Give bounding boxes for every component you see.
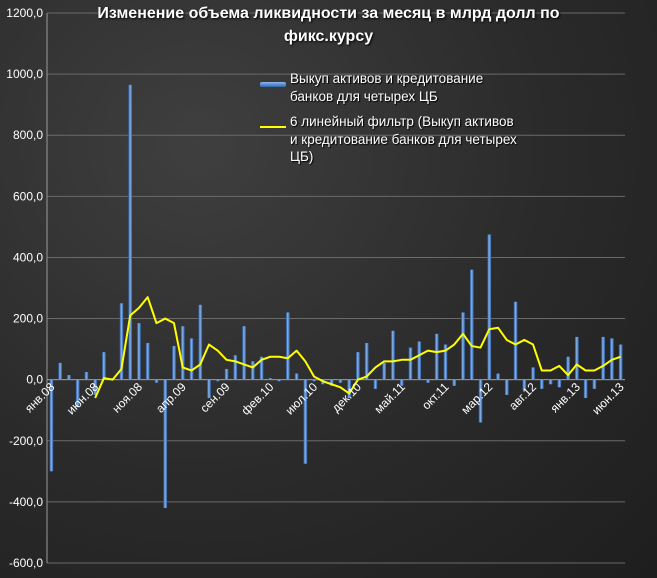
bar: [566, 356, 570, 380]
bar: [592, 379, 597, 389]
y-tick-label: -400,0: [9, 495, 43, 509]
y-tick-label: 1000,0: [6, 67, 43, 81]
legend-label-bars: Выкуп активов и кредитование банков для …: [290, 71, 484, 104]
x-tick-label: окт.11: [419, 380, 452, 413]
bar: [478, 379, 483, 423]
bar: [417, 341, 422, 380]
series-line: [94, 296, 621, 399]
bar: [356, 352, 360, 380]
bar: [408, 347, 413, 380]
bar: [128, 84, 133, 380]
bar: [145, 343, 150, 380]
bar: [601, 336, 605, 380]
chart-title-line2: фикс.курсу: [283, 28, 374, 45]
bar: [119, 303, 124, 380]
bar: [373, 379, 378, 389]
bar: [469, 269, 474, 380]
y-tick-label: 800,0: [13, 128, 43, 142]
legend: Выкуп активов и кредитование банков для …: [258, 70, 518, 166]
x-tick-label: мар.12: [458, 380, 495, 417]
bar: [548, 379, 553, 385]
legend-item-bars: Выкуп активов и кредитование банков для …: [258, 70, 518, 105]
bar: [531, 367, 535, 380]
bar: [382, 362, 387, 380]
y-tick-label: 200,0: [13, 312, 43, 326]
bar: [259, 356, 264, 380]
bar: [312, 379, 316, 382]
x-tick-label: фев.10: [239, 380, 277, 418]
bar: [338, 379, 343, 383]
bar: [434, 333, 439, 380]
bar: [303, 379, 308, 464]
bar: [233, 355, 238, 380]
bar: [93, 379, 98, 395]
bar: [399, 379, 404, 386]
bar: [426, 379, 430, 383]
bar: [513, 301, 518, 380]
bar: [180, 326, 185, 380]
bar: [347, 379, 351, 398]
bar: [618, 344, 623, 380]
bar: [329, 379, 334, 386]
bar: [75, 379, 80, 408]
legend-bar-swatch: [260, 82, 286, 87]
bar: [504, 379, 509, 395]
bar: [364, 343, 369, 380]
bar: [285, 312, 290, 380]
bar: [102, 352, 106, 380]
x-tick-label: сен.09: [197, 380, 233, 416]
bar: [522, 379, 527, 391]
bar: [163, 379, 168, 508]
legend-label-line: 6 линейный фильтр (Выкуп активов и креди…: [290, 114, 517, 164]
bar: [268, 378, 273, 380]
bar: [294, 373, 299, 380]
bar: [487, 234, 492, 380]
bar: [154, 379, 159, 383]
bar: [242, 326, 246, 380]
chart-title-line1: Изменение объема ликвидности за месяц в …: [97, 5, 560, 22]
bar: [58, 362, 62, 380]
x-tick-label: ноя.08: [109, 380, 145, 416]
bar: [198, 304, 203, 380]
x-tick-label: янв.13: [547, 380, 583, 416]
bar: [224, 368, 229, 380]
bar: [215, 379, 220, 382]
bar: [557, 379, 562, 388]
bar: [496, 373, 500, 380]
legend-item-line: 6 линейный фильтр (Выкуп активов и креди…: [258, 113, 518, 166]
x-tick-label: июл.10: [283, 380, 321, 418]
bar: [391, 330, 395, 380]
bar: [583, 379, 588, 398]
bar: [67, 375, 71, 380]
bar: [137, 323, 141, 380]
x-tick-label: июн.08: [64, 380, 102, 418]
x-tick-label: апр.09: [153, 380, 189, 416]
bar: [452, 379, 457, 386]
bar: [277, 379, 281, 382]
y-tick-label: 0,0: [26, 373, 43, 387]
bar: [461, 312, 465, 380]
bar: [574, 336, 579, 380]
bar: [189, 338, 194, 380]
bar: [443, 344, 448, 380]
y-tick-label: -600,0: [9, 556, 43, 570]
legend-line-swatch: [260, 126, 286, 128]
bar: [250, 361, 255, 380]
bar: [49, 379, 54, 472]
y-tick-label: 1200,0: [6, 6, 43, 20]
y-tick-label: -200,0: [9, 434, 43, 448]
y-tick-label: 400,0: [13, 250, 43, 264]
bar: [207, 379, 211, 398]
y-tick-label: 600,0: [13, 189, 43, 203]
bar: [84, 372, 89, 380]
bar: [539, 379, 544, 389]
bar: [172, 346, 176, 380]
